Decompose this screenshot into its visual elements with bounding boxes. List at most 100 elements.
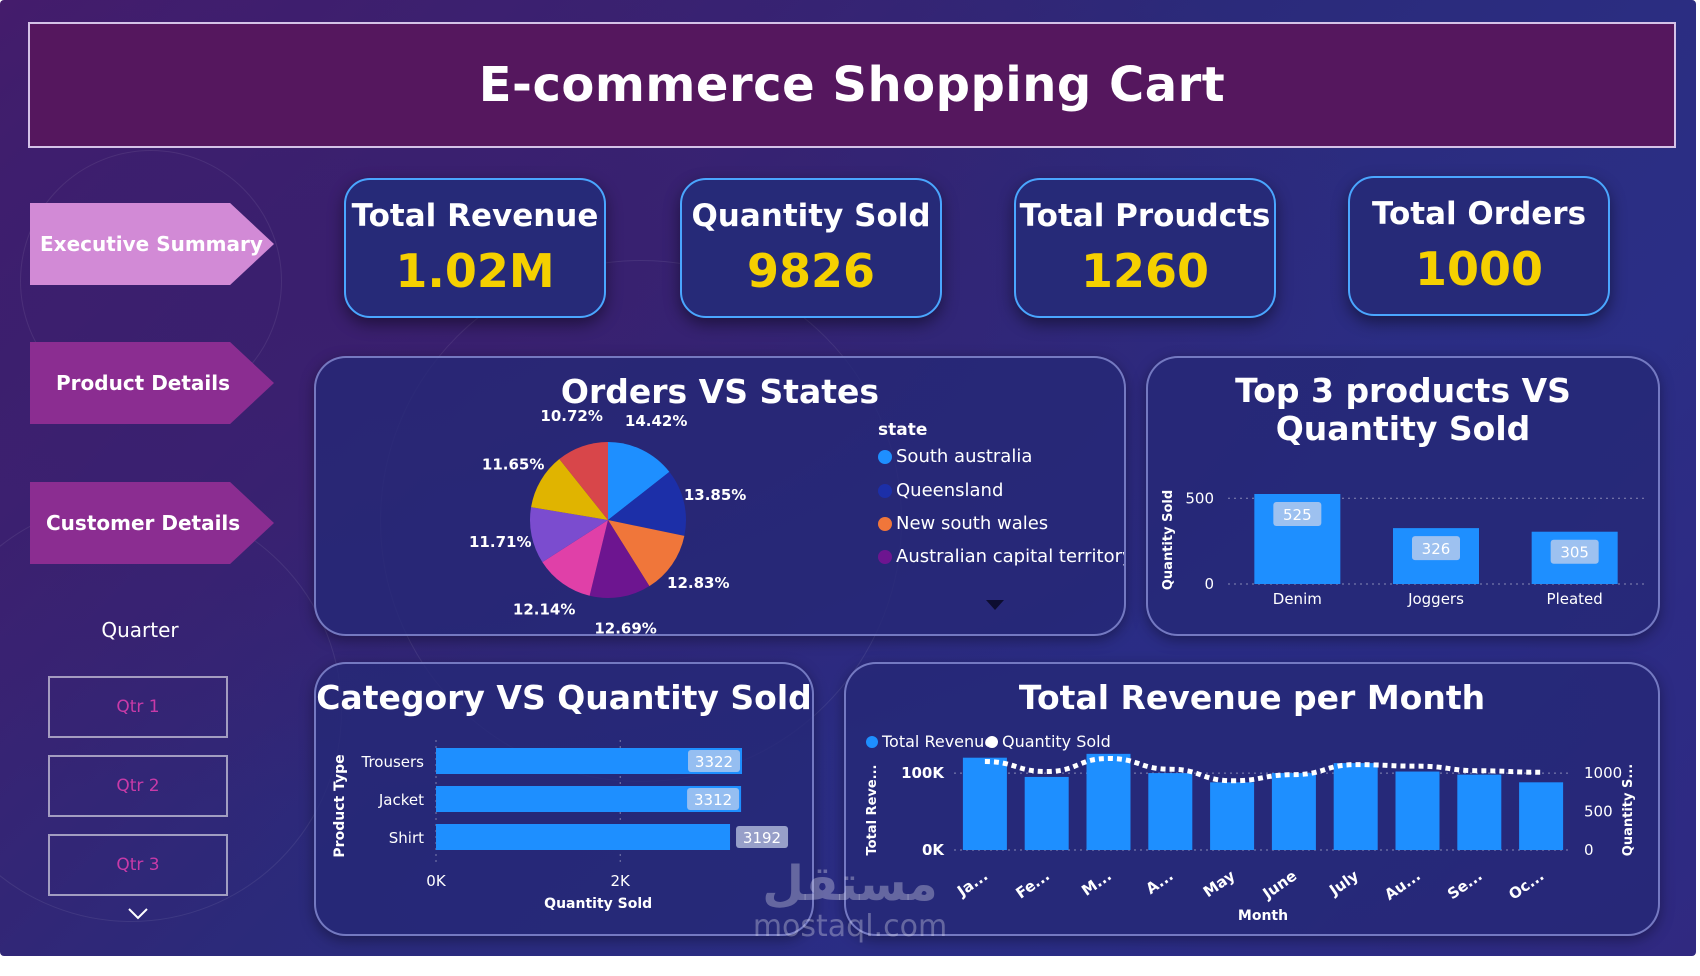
nav-label: Customer Details [46,511,241,535]
kpi-label: Total Revenue [351,198,599,234]
legend-swatch [986,735,998,748]
legend-item[interactable]: New south wales [878,513,1048,534]
chart-title: Top 3 products VS Quantity Sold [1235,371,1571,448]
bar [1333,763,1378,850]
kpi-value: 1.02M [395,244,555,298]
pie-chart: 14.42% 13.85% 12.83% 12.69% 12.14% 11.71% 11.6… [469,407,746,636]
slicer-title: Quarter [101,618,179,642]
bar [1395,771,1440,850]
y-tick-label: 0 [1204,575,1214,593]
pie-data-label: 12.83% [667,574,729,592]
monthly-combo-chart: 0K 100K 0 500 1000 Total Reve... Quantity S...… [865,753,1636,924]
legend-swatch [878,516,892,531]
y-tick-label: Shirt [389,829,424,847]
pie-data-label: 11.65% [482,455,544,473]
watermark-arabic: مستقل [762,856,938,912]
nav-executive-summary[interactable]: Executive Summary [30,203,274,285]
chart-title: Total Revenue per Month [1018,678,1486,717]
pie-data-label: 13.85% [684,486,746,504]
legend-scroll-down-icon[interactable] [984,598,1006,612]
data-label-bg [1273,502,1322,526]
x-tick-label: Se... [1444,867,1486,904]
y2-tick-label: 500 [1584,803,1613,821]
legend-item[interactable]: Quantity Sold [986,732,1111,751]
bar-data-label: 3312 [694,791,732,809]
nav-customer-details[interactable]: Customer Details [30,482,274,564]
legend-item[interactable]: Total Revenue [866,732,994,751]
kpi-label: Quantity Sold [691,198,931,234]
kpi-label: Total Orders [1371,196,1587,232]
nav-label: Product Details [56,371,231,395]
pie-data-label: 12.69% [594,620,656,636]
x-tick-label: Denim [1273,590,1322,608]
top3-bar-chart: 0 500 Quantity Sold 525 Denim 326 Joggers 305 Pl… [1161,489,1644,608]
pie-slice [530,507,608,563]
bar-data-label: 3322 [695,753,733,771]
legend-title: state [878,420,928,440]
bar [1519,782,1564,850]
nav-product-details[interactable]: Product Details [30,342,274,424]
x-tick-label: 2K [611,872,632,890]
legend-swatch [878,449,892,464]
data-label-bg [687,788,740,810]
pie-slice [542,520,608,596]
chevron-down-icon[interactable] [126,906,150,922]
legend-swatch [878,483,892,498]
legend-item[interactable]: Queensland [878,480,1003,501]
x-axis-label: Month [1238,908,1288,924]
x-axis-label: Quantity Sold [544,896,652,912]
legend-label: Total Revenue [882,732,995,751]
quantity-line [984,755,1542,784]
slicer-option-qtr-1[interactable]: Qtr 1 [48,676,228,738]
bar [1148,773,1193,850]
panel-category-vs-quantity: Category VS Quantity Sold 0K 2K Trousers 33… [314,662,814,936]
nav-label: Executive Summary [40,232,263,256]
slicer-option-qtr-3[interactable]: Qtr 3 [48,834,228,896]
bar-data-label: 326 [1422,540,1451,558]
pie-slice [608,442,670,520]
x-tick-label: A... [1143,867,1177,898]
data-label-bg [1412,536,1460,561]
kpi-total-products: Total Proudcts 1260 [1014,178,1276,318]
panel-revenue-per-month: Total Revenue per Month Total Revenue Qu… [844,662,1660,936]
data-label-bg [736,826,789,848]
kpi-total-orders: Total Orders 1000 [1348,176,1610,316]
pie-slice [589,520,650,598]
kpi-value: 1000 [1414,242,1544,296]
x-tick-label: Joggers [1407,590,1464,608]
kpi-total-revenue: Total Revenue 1.02M [344,178,606,318]
legend-label: Quantity Sold [1002,732,1111,751]
x-tick-label: Pleated [1547,590,1603,608]
y-axis-label: Total Reve... [865,765,880,856]
kpi-value: 1260 [1080,244,1210,298]
x-tick-label: M... [1078,867,1115,900]
chart-title: Orders VS States [560,372,880,411]
x-tick-label: May [1200,866,1239,901]
legend-item[interactable]: Australian capital territory [878,546,1124,567]
pie-data-label: 11.71% [469,533,531,551]
kpi-quantity-sold: Quantity Sold 9826 [680,178,942,318]
pie-data-label: 10.72% [540,407,602,425]
category-bar-chart: 0K 2K Trousers 3322 Jacket 3312 Shirt 3192 Quant… [332,740,789,912]
y2-tick-label: 1000 [1584,764,1622,782]
title-banner: E-commerce Shopping Cart [28,22,1676,148]
y2-axis-label: Quantity S... [1621,764,1636,856]
pie-slice [559,442,608,520]
y-tick-label: 0K [922,841,945,859]
watermark-latin: mostaql.com [752,909,948,944]
y-tick-label: 100K [901,764,945,782]
legend-label: New south wales [896,513,1049,534]
pie-slice [531,459,608,520]
panel-top3-products: Top 3 products VS Quantity Sold 0 500 Quan… [1146,356,1660,636]
dashboard-title: E-commerce Shopping Cart [478,57,1226,113]
pie-data-label: 12.14% [513,601,575,619]
bar-data-label: 305 [1560,544,1589,562]
legend-swatch [866,735,878,748]
bar-data-label: 525 [1283,506,1312,524]
legend-label: South australia [896,446,1033,467]
dashboard: E-commerce Shopping Cart Executive Summa… [0,0,1696,956]
legend-swatch [878,549,892,564]
slicer-option-qtr-2[interactable]: Qtr 2 [48,755,228,817]
legend-item[interactable]: South australia [878,446,1032,467]
bar [1271,773,1316,850]
